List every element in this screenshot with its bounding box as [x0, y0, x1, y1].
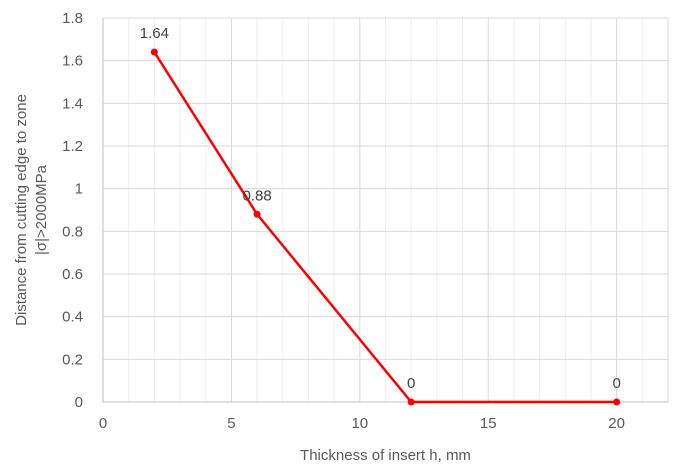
- data-point: [613, 398, 621, 406]
- data-label: 0: [612, 375, 620, 392]
- data-label: 1.64: [140, 25, 169, 42]
- y-axis-title-line: |σ|>2000MPa: [33, 164, 50, 255]
- y-tick-label: 0.8: [62, 223, 83, 240]
- y-tick-label: 1.6: [62, 53, 83, 70]
- y-axis-title: Distance from cutting edge to zone |σ|>20…: [13, 94, 50, 326]
- tick-labels: 0 5 10 15 20 0 0.2 0.4 0.6 0.8 1 1.2 1.4 1.6 1.8: [62, 10, 625, 432]
- data-point: [150, 48, 158, 56]
- data-point: [407, 398, 415, 406]
- x-tick-label: 10: [351, 415, 368, 432]
- y-tick-label: 0: [75, 394, 83, 411]
- y-tick-label: 0.4: [62, 309, 83, 326]
- y-axis-title-line: Distance from cutting edge to zone: [13, 94, 30, 326]
- x-tick-label: 5: [227, 415, 235, 432]
- x-tick-label: 0: [99, 415, 107, 432]
- data-label: 0.88: [242, 187, 271, 204]
- y-tick-label: 1: [75, 181, 83, 198]
- x-tick-label: 15: [480, 415, 497, 432]
- y-tick-label: 0.6: [62, 266, 83, 283]
- y-tick-label: 1.8: [62, 10, 83, 27]
- data-label: 0: [407, 375, 415, 392]
- data-labels: 1.64 0.88 0 0: [140, 25, 621, 392]
- y-tick-label: 1.2: [62, 138, 83, 155]
- data-point: [253, 210, 261, 218]
- series-line: [153, 51, 617, 404]
- grid: [103, 17, 669, 402]
- x-tick-label: 20: [608, 415, 625, 432]
- series: [150, 48, 621, 406]
- y-tick-label: 0.2: [62, 351, 83, 368]
- x-axis-title: Thickness of insert h, mm: [300, 447, 471, 464]
- y-tick-label: 1.4: [62, 95, 83, 112]
